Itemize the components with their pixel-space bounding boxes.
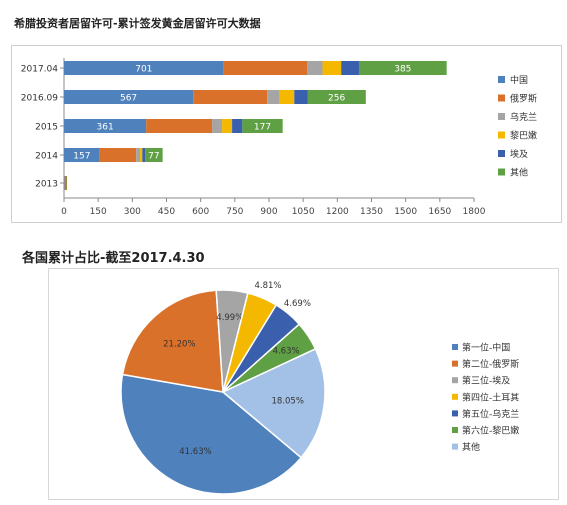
bar-segment (212, 119, 223, 133)
bar-segment (223, 61, 308, 75)
bar-segment (222, 119, 233, 133)
bar-segment (64, 148, 100, 162)
x-tick-label: 900 (260, 207, 277, 217)
legend-label: 第二位-俄罗斯 (462, 358, 519, 370)
bar-segment (279, 90, 295, 104)
bar-value-label: 385 (394, 65, 411, 75)
y-tick-label: 2015 (35, 123, 58, 133)
bar-segment (294, 90, 308, 104)
legend-label: 第一位-中国 (462, 342, 510, 354)
x-tick-label: 600 (192, 207, 209, 217)
bar-segment (66, 176, 68, 190)
bar-segment (64, 61, 224, 75)
y-tick-label: 2014 (35, 152, 58, 162)
legend-swatch (498, 113, 505, 120)
x-tick-label: 300 (124, 207, 141, 217)
bar-segment (64, 176, 67, 190)
pie-value-label: 4.99% (216, 313, 243, 323)
pie-slice (121, 289, 224, 393)
legend-swatch (452, 427, 458, 433)
x-tick-label: 1650 (428, 207, 451, 217)
pie-value-label: 4.63% (273, 347, 300, 357)
bar-segment (64, 90, 194, 104)
pie-value-label: 18.05% (272, 397, 304, 407)
pie-chart-title: 各国累计占比-截至2017.4.30 (22, 251, 205, 266)
bar-chart-title: 希腊投资者居留许可-累计签发黄金居留许可大数据 (14, 17, 261, 30)
bar-value-label: 157 (73, 152, 90, 162)
pie-slice (120, 373, 303, 495)
bar-segment (140, 148, 143, 162)
legend-swatch (452, 360, 458, 367)
pie-slice (221, 347, 326, 459)
bar-segment (341, 61, 359, 75)
legend-swatch (498, 131, 505, 139)
legend-label: 中国 (510, 74, 528, 86)
bar-segment (99, 148, 137, 162)
pie-value-label: 21.20% (163, 339, 195, 349)
bar-value-label: 256 (328, 94, 345, 104)
legend-label: 俄罗斯 (510, 93, 537, 105)
x-tick-label: 1350 (360, 207, 383, 217)
x-tick-label: 1050 (292, 207, 315, 217)
bar-segment (145, 148, 163, 162)
pie-value-label: 41.63% (179, 447, 211, 457)
bar-segment (322, 61, 342, 75)
legend-swatch (498, 94, 505, 102)
x-tick-label: 1200 (326, 207, 349, 217)
bar-value-label: 567 (120, 94, 137, 104)
legend-label: 其他 (510, 167, 528, 179)
legend-swatch (452, 410, 458, 417)
x-tick-label: 750 (226, 207, 243, 217)
bar-segment (358, 61, 447, 75)
legend-swatch (498, 76, 505, 83)
legend-label: 黎巴嫩 (510, 130, 537, 142)
legend-label: 第四位-土耳其 (462, 391, 519, 403)
pie-chart-frame (48, 268, 559, 500)
pie-value-label: 4.69% (284, 299, 311, 309)
legend-label: 埃及 (510, 148, 528, 160)
legend-swatch (452, 377, 458, 384)
bar-segment (242, 119, 283, 133)
bar-segment (267, 90, 280, 104)
x-tick-label: 1500 (394, 207, 417, 217)
x-tick-label: 150 (90, 207, 107, 217)
pie-value-label: 4.81% (254, 281, 281, 291)
x-tick-label: 450 (158, 207, 175, 217)
x-tick-label: 1800 (463, 207, 486, 217)
legend-label: 第六位-黎巴嫩 (462, 425, 519, 437)
bar-segment (136, 148, 141, 162)
bar-segment (146, 119, 213, 133)
legend-swatch (498, 168, 505, 176)
y-tick-label: 2013 (35, 180, 58, 190)
bar-value-label: 701 (135, 65, 152, 75)
bar-segment (307, 90, 366, 104)
legend-label: 乌克兰 (510, 111, 537, 123)
bar-segment (193, 90, 268, 104)
legend-swatch (452, 393, 458, 400)
legend-label: 第五位-乌克兰 (462, 408, 519, 420)
y-tick-label: 2016.09 (21, 94, 58, 104)
legend-label: 第三位-埃及 (462, 375, 510, 387)
legend-swatch (452, 443, 458, 450)
bar-segment (232, 119, 243, 133)
bar-segment (307, 61, 323, 75)
x-tick-label: 0 (61, 207, 67, 217)
legend-label: 其他 (462, 441, 480, 453)
legend-swatch (498, 150, 505, 157)
bar-value-label: 361 (97, 123, 114, 133)
bar-segment (64, 119, 147, 133)
bar-segment (64, 176, 65, 190)
bar-value-label: 177 (254, 123, 271, 133)
y-tick-label: 2017.04 (21, 65, 58, 75)
legend-swatch (452, 344, 458, 350)
bar-value-label: 77 (148, 152, 159, 162)
bar-segment (142, 148, 146, 162)
bar-chart-frame (11, 45, 562, 223)
